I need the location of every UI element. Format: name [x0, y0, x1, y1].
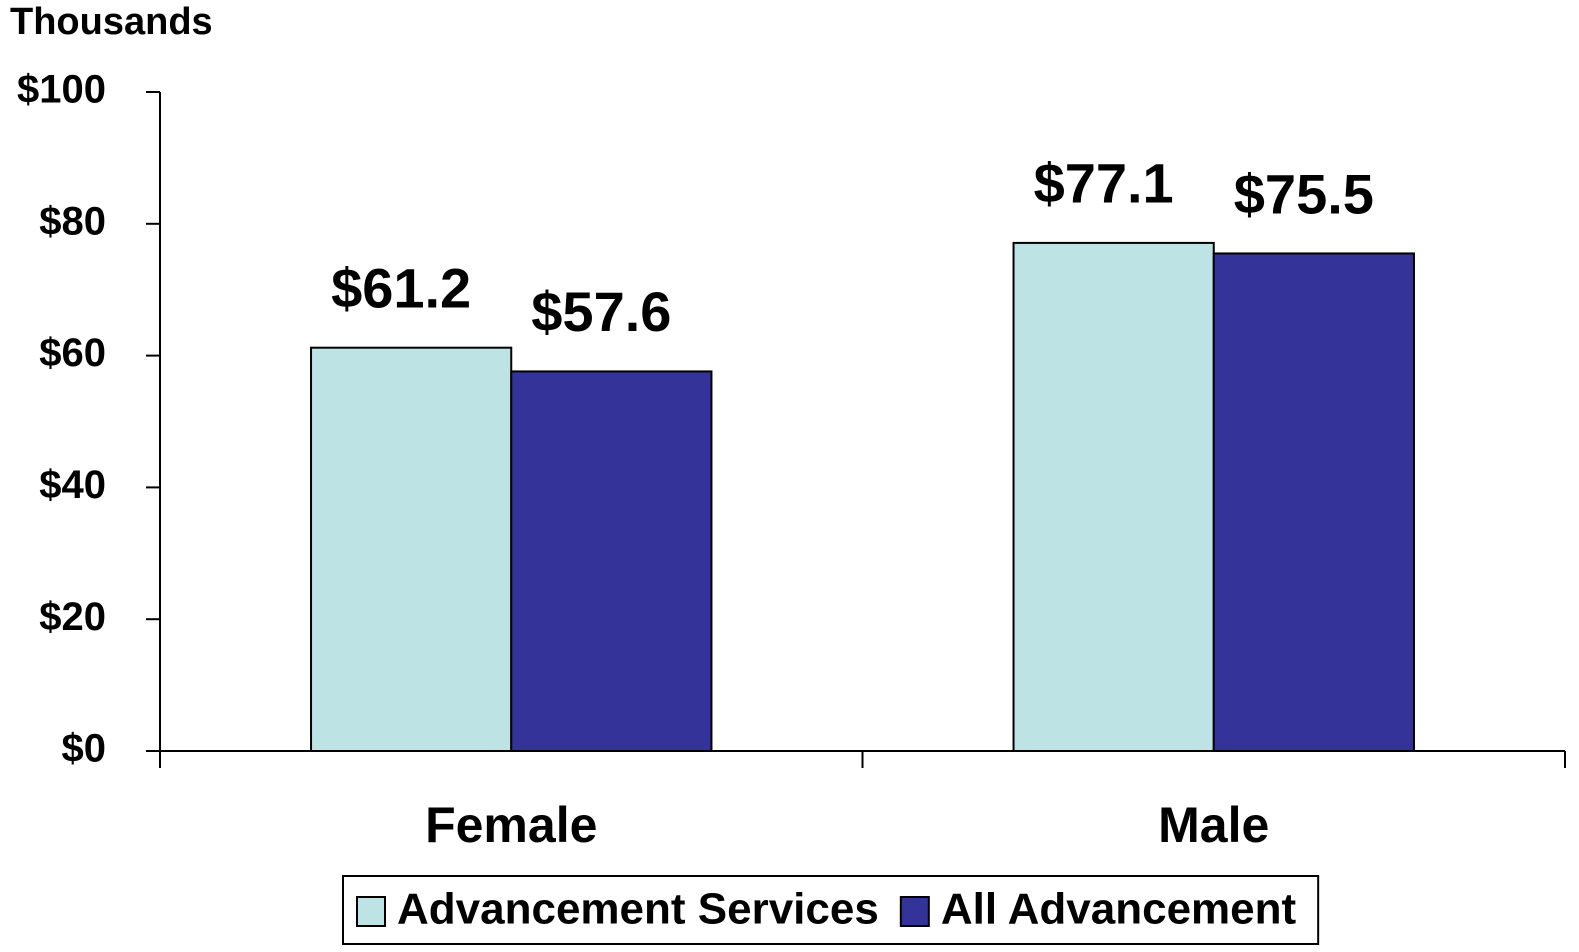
legend-label: Advancement Services — [397, 885, 879, 934]
y-tick-label: $100 — [17, 68, 106, 112]
bar — [1012, 241, 1215, 752]
value-label: $77.1 — [1034, 152, 1174, 215]
legend — [342, 875, 1320, 945]
value-label: $61.2 — [331, 256, 471, 319]
value-label: $57.6 — [531, 280, 671, 343]
y-tick-label: $40 — [39, 463, 106, 507]
legend-label: All Advancement — [941, 885, 1297, 934]
x-tick-label: Female — [425, 797, 597, 853]
y-tick-label: $0 — [62, 727, 107, 771]
x-tick-label: Male — [1158, 797, 1269, 853]
bar — [510, 370, 713, 752]
bar — [1212, 252, 1415, 753]
bar — [310, 346, 513, 752]
legend-swatch — [356, 896, 386, 927]
y-tick-label: $20 — [39, 595, 106, 639]
value-label: $75.5 — [1234, 162, 1374, 225]
legend-swatch — [899, 896, 930, 927]
y-tick-label: $80 — [39, 199, 106, 243]
y-axis-label: Thousands — [10, 1, 213, 43]
y-tick-label: $60 — [39, 331, 106, 375]
